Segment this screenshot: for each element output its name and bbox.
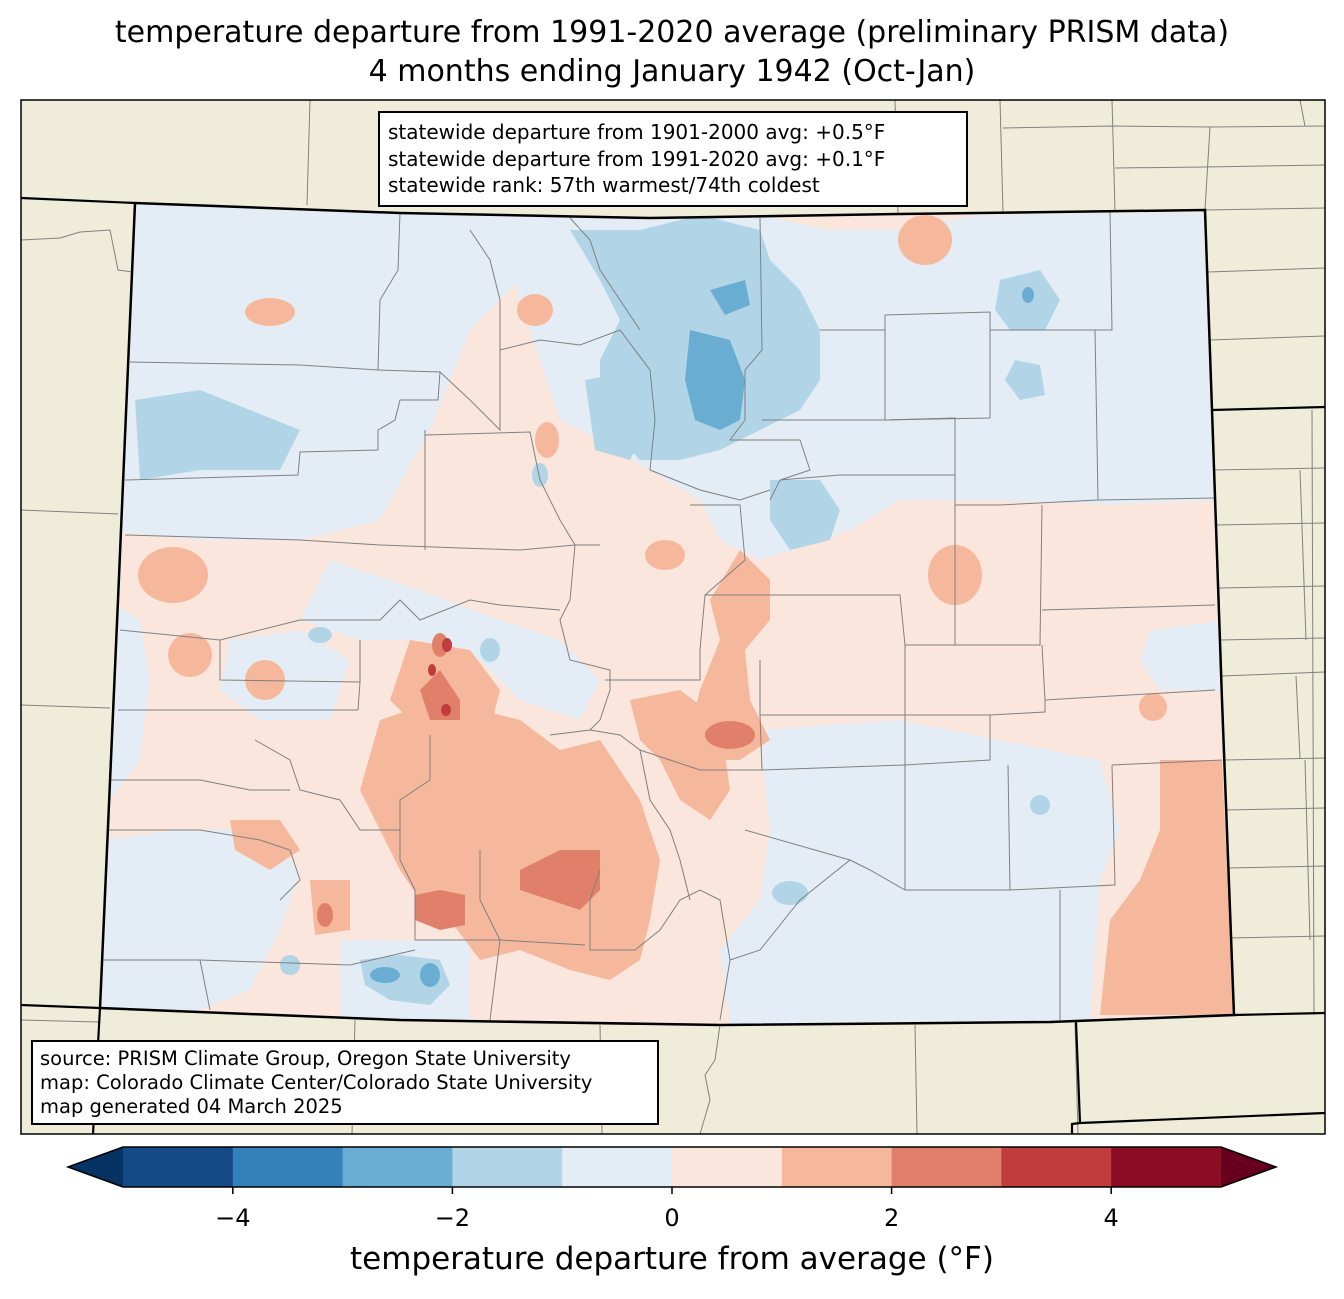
source-line-map: map: Colorado Climate Center/Colorado St… <box>40 1071 593 1094</box>
colorbar-bin-7 <box>891 1147 1002 1187</box>
colorado-state-border <box>98 201 1236 1027</box>
stats-line-1991-2020: statewide departure from 1991-2020 avg: … <box>388 146 886 171</box>
colorbar-bin-5 <box>672 1147 783 1187</box>
source-line-prism: source: PRISM Climate Group, Oregon Stat… <box>40 1047 571 1070</box>
colorbar-outline <box>65 1146 1279 1188</box>
colorbar-bin-9 <box>1111 1147 1222 1187</box>
colorbar-over-arrow <box>1221 1147 1276 1187</box>
statewide-stats-box: statewide departure from 1901-2000 avg: … <box>378 111 968 207</box>
colorbar-tick-label-1: −2 <box>434 1204 471 1232</box>
colorbar-bin-3 <box>452 1147 563 1187</box>
colorbar-bin-6 <box>781 1147 893 1187</box>
colorbar-bin-0 <box>123 1147 234 1187</box>
neighbor-state-borders <box>21 196 1325 1134</box>
source-line-date: map generated 04 March 2025 <box>40 1095 343 1118</box>
colorado-county-lines <box>100 211 1223 1021</box>
colorbar-bin-1 <box>232 1147 344 1187</box>
temperature-anomaly-field <box>100 203 1234 1025</box>
map-title: temperature departure from 1991-2020 ave… <box>114 15 1230 50</box>
colorbar <box>65 1146 1279 1194</box>
colorbar-bin-4 <box>562 1147 673 1187</box>
source-box: source: PRISM Climate Group, Oregon Stat… <box>31 1040 659 1125</box>
colorbar-under-arrow <box>68 1147 123 1187</box>
colorbar-tick-label-4: 4 <box>1103 1204 1119 1232</box>
map-frame <box>20 99 1326 1135</box>
colorbar-tick-label-3: 2 <box>883 1204 900 1232</box>
stats-line-1901-2000: statewide departure from 1901-2000 avg: … <box>388 120 886 144</box>
colorbar-tick-label-2: 0 <box>664 1204 680 1232</box>
map-subtitle: 4 months ending January 1942 (Oct-Jan) <box>368 54 976 89</box>
colorbar-tick-label-0: −4 <box>215 1204 251 1232</box>
colorbar-bin-2 <box>342 1147 453 1187</box>
colorbar-bin-8 <box>1001 1147 1112 1187</box>
stats-line-rank: statewide rank: 57th warmest/74th coldes… <box>388 173 820 197</box>
colorbar-label: temperature departure from average (°F) <box>350 1241 994 1277</box>
